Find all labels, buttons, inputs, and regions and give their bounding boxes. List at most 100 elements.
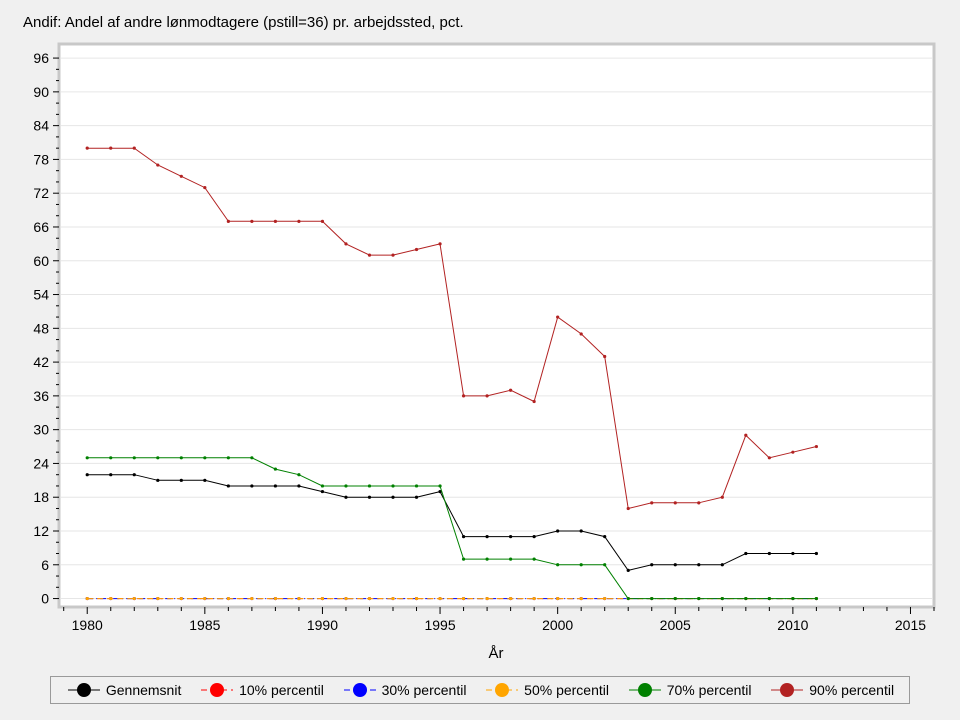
data-point <box>791 551 795 556</box>
data-point <box>626 596 630 601</box>
data-point <box>250 596 254 601</box>
legend-item-50-percentil[interactable]: 50% percentil <box>484 682 609 698</box>
data-point <box>532 596 536 601</box>
legend-swatch-gennemsnit <box>67 683 100 697</box>
data-point <box>579 563 583 567</box>
x-tick-label: 2000 <box>542 617 573 633</box>
data-point <box>509 596 513 601</box>
data-point <box>556 529 560 533</box>
x-tick-label: 2005 <box>660 617 691 633</box>
legend-item-70-percentil[interactable]: 70% percentil <box>627 682 752 698</box>
data-point <box>391 495 395 499</box>
data-point <box>438 596 442 601</box>
data-point <box>85 146 89 150</box>
x-tick-label: 1985 <box>189 617 220 633</box>
data-point <box>720 495 724 499</box>
y-tick-label: 18 <box>33 489 49 505</box>
data-point <box>650 563 654 567</box>
data-point <box>791 596 795 601</box>
x-axis-title: År <box>489 645 504 662</box>
line-chart: 0 6 12 18 24 30 36 42 48 54 60 66 72 78 84 90 96 1980 1985… <box>33 42 936 662</box>
data-point <box>767 456 771 460</box>
legend-marker <box>495 683 510 697</box>
data-point <box>626 568 630 573</box>
data-point <box>791 450 795 454</box>
y-tick-label: 78 <box>33 151 49 167</box>
plot-area <box>57 42 936 609</box>
data-point <box>179 596 183 601</box>
legend-swatch-50-percentil <box>486 683 519 697</box>
data-point <box>579 529 583 533</box>
data-point <box>367 495 372 499</box>
data-point <box>744 596 748 601</box>
data-point <box>344 242 348 246</box>
data-point <box>414 247 419 252</box>
legend-label: 50% percentil <box>524 682 609 698</box>
y-tick-label: 24 <box>33 455 49 471</box>
data-point <box>767 596 771 601</box>
data-point <box>156 478 160 482</box>
y-tick-label: 96 <box>33 50 49 66</box>
y-tick-label: 36 <box>33 388 49 404</box>
grid-lines <box>61 57 932 600</box>
chart-title: Andif: Andel af andre lønmodtagere (psti… <box>23 14 464 31</box>
data-point <box>814 596 818 601</box>
data-point <box>556 563 560 567</box>
data-point <box>297 596 301 601</box>
data-point <box>132 146 136 150</box>
data-point <box>673 596 677 601</box>
legend-marker <box>780 683 795 697</box>
legend-item-10-percentil[interactable]: 10% percentil <box>199 682 324 698</box>
data-point <box>391 253 395 257</box>
data-point <box>461 557 466 561</box>
data-point <box>226 484 230 488</box>
data-point <box>697 563 701 567</box>
data-point <box>320 596 325 601</box>
data-point <box>297 484 301 488</box>
y-tick-label: 42 <box>33 354 49 370</box>
data-point <box>367 596 372 601</box>
legend-label: 30% percentil <box>381 682 467 698</box>
data-point <box>203 185 207 190</box>
data-point <box>532 399 536 404</box>
legend-swatch-90-percentil <box>771 683 804 697</box>
data-point <box>673 563 677 567</box>
data-point <box>320 484 325 488</box>
data-point <box>697 501 701 505</box>
data-point <box>744 433 748 437</box>
data-point <box>414 484 419 488</box>
data-point <box>250 484 254 488</box>
x-tick-label: 1990 <box>307 617 338 633</box>
data-point <box>650 596 654 601</box>
legend-label: 10% percentil <box>239 682 324 698</box>
data-point <box>509 535 513 539</box>
data-point <box>532 535 536 539</box>
data-point <box>532 557 536 561</box>
data-point <box>720 596 724 601</box>
legend-marker <box>210 683 225 697</box>
data-point <box>650 501 654 505</box>
data-point <box>156 596 160 601</box>
legend-item-gennemsnit[interactable]: Gennemsnit <box>66 682 181 698</box>
data-point <box>132 456 136 460</box>
data-point <box>438 484 442 488</box>
data-point <box>814 444 818 449</box>
data-point <box>603 596 607 601</box>
y-tick-label: 84 <box>33 118 49 134</box>
data-point <box>109 456 113 460</box>
data-point <box>720 563 724 567</box>
data-point <box>414 495 419 499</box>
legend-item-30-percentil[interactable]: 30% percentil <box>342 682 467 698</box>
legend-marker <box>352 683 367 697</box>
data-point <box>367 484 372 488</box>
data-point <box>344 495 348 499</box>
data-point <box>344 484 348 488</box>
legend-item-90-percentil[interactable]: 90% percentil <box>769 682 894 698</box>
data-point <box>485 394 489 398</box>
data-point <box>109 146 113 150</box>
data-point <box>697 596 701 601</box>
data-point <box>814 551 818 556</box>
data-point <box>414 596 419 601</box>
y-tick-label: 30 <box>33 422 49 438</box>
data-point <box>250 456 254 460</box>
